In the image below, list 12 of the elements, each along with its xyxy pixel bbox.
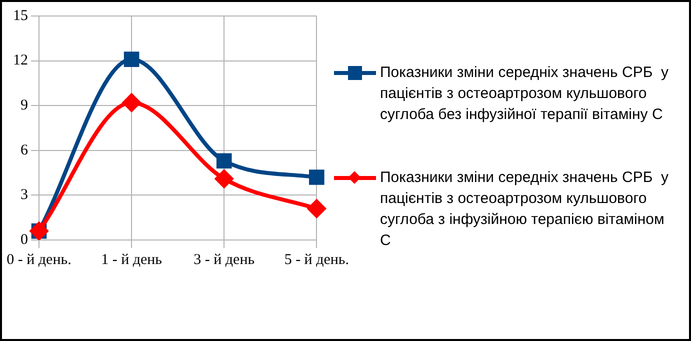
y-tick-label: 3 bbox=[20, 187, 28, 204]
y-tick-label: 15 bbox=[13, 8, 28, 24]
y-tick-label: 6 bbox=[20, 142, 28, 158]
y-tick-label: 9 bbox=[20, 98, 28, 114]
x-tick-label: 1 - й день bbox=[101, 252, 162, 268]
x-tick-label: 0 - й день. bbox=[6, 252, 72, 268]
legend-label: Показники зміни середніх значень СРБ у пацієнтів з остеоартрозом кульшового суглоба без інфузійної терапії вітаміну С bbox=[380, 63, 670, 125]
y-tick-label: 0 bbox=[20, 232, 28, 248]
y-tick-label: 12 bbox=[13, 52, 28, 69]
legend-label: Показники зміни середніх значень СРБ у пацієнтів з остеоартрозом кульшового суглоба з інфузійною терапією вітаміном С bbox=[380, 168, 670, 251]
x-tick-label: 3 - й день bbox=[194, 252, 255, 268]
x-tick-label: 5 - й день. bbox=[284, 252, 350, 268]
